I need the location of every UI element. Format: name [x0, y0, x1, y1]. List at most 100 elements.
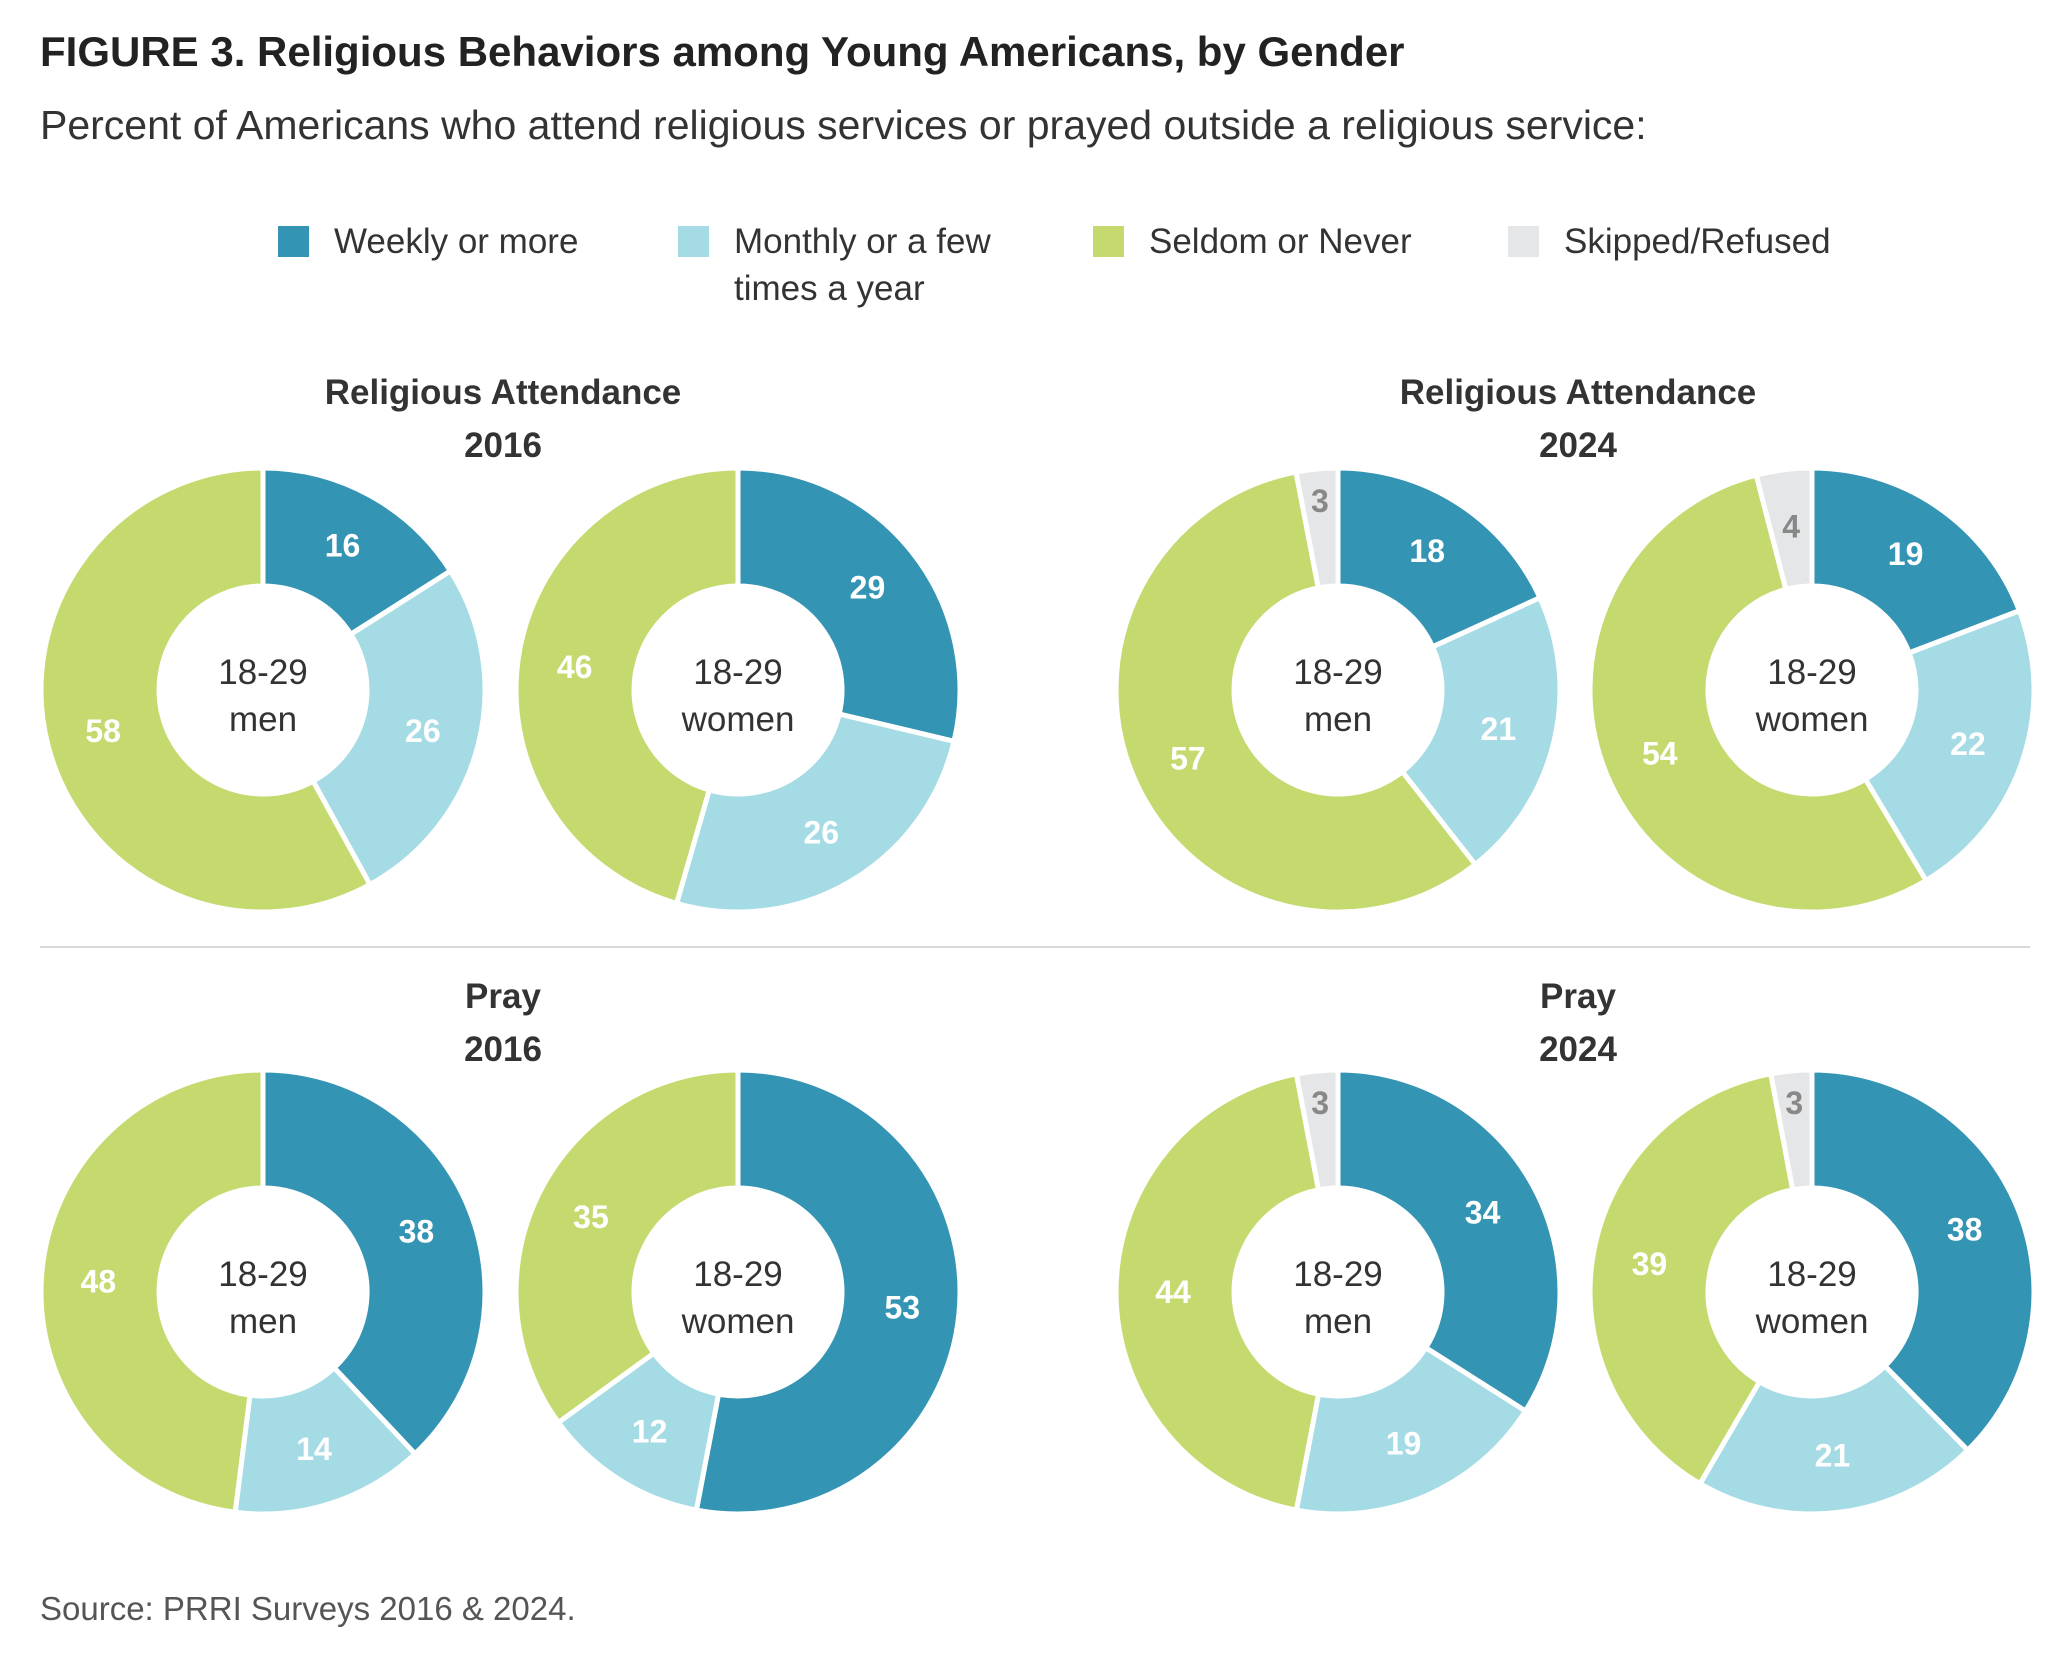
- value-label-monthly: 26: [803, 814, 839, 850]
- panel-year: 2024: [1539, 426, 1617, 465]
- center-label-age: 18-29: [1767, 653, 1857, 692]
- legend-swatch-weekly: [278, 226, 309, 257]
- slice-seldom: [1587, 472, 1929, 915]
- slice-seldom: [38, 465, 373, 915]
- figure-title: FIGURE 3. Religious Behaviors among Youn…: [40, 28, 1405, 75]
- value-label-seldom: 39: [1632, 1246, 1668, 1282]
- value-label-skipped: 3: [1311, 1085, 1329, 1121]
- legend-label-seldom: Seldom or Never: [1149, 222, 1412, 261]
- slice-monthly: [232, 1365, 418, 1517]
- donut-chart-4: 19 22 54 4 18-29 women: [1587, 465, 2037, 915]
- legend-label-weekly: Weekly or more: [334, 222, 579, 261]
- slice-monthly: [1697, 1363, 1971, 1517]
- value-label-weekly: 53: [884, 1290, 920, 1326]
- value-label-monthly: 21: [1481, 711, 1517, 747]
- value-label-monthly: 21: [1815, 1438, 1851, 1474]
- value-label-seldom: 48: [81, 1264, 117, 1300]
- legend-item-weekly: Weekly or more: [278, 218, 578, 265]
- slice-weekly: [1809, 1067, 2037, 1453]
- legend-item-monthly: Monthly or a few times a year: [678, 218, 991, 312]
- slice-monthly: [1862, 608, 2037, 883]
- slice-monthly: [1399, 595, 1563, 868]
- slice-skipped: [1293, 465, 1341, 591]
- panel-year: 2016: [464, 426, 542, 465]
- legend-label-skipped: Skipped/Refused: [1564, 222, 1831, 261]
- slice-seldom: [513, 465, 741, 906]
- figure-subtitle: Percent of Americans who attend religiou…: [40, 102, 1647, 148]
- slice-seldom: [38, 1067, 266, 1515]
- value-label-monthly: 26: [405, 713, 441, 749]
- value-label-weekly: 38: [1947, 1211, 1983, 1247]
- panel-title: Religious Attendance: [1400, 373, 1757, 412]
- donut-chart-5: Pray 2016 38 14 48 18-29 men: [38, 977, 542, 1517]
- slice-monthly: [674, 711, 957, 915]
- center-label-gender: men: [229, 1302, 297, 1341]
- value-label-monthly: 14: [296, 1431, 332, 1467]
- slice-weekly: [693, 1067, 963, 1517]
- value-label-monthly: 19: [1386, 1425, 1422, 1461]
- slice-weekly: [1335, 1067, 1563, 1414]
- value-label-skipped: 3: [1311, 483, 1329, 519]
- center-label-gender: women: [1755, 1302, 1869, 1341]
- center-label-age: 18-29: [218, 1255, 308, 1294]
- center-label-gender: men: [229, 700, 297, 739]
- legend-item-skipped: Skipped/Refused: [1508, 218, 1831, 265]
- center-label-age: 18-29: [218, 653, 308, 692]
- value-label-seldom: 54: [1642, 736, 1678, 772]
- panel-title: Pray: [1540, 977, 1616, 1016]
- center-label-age: 18-29: [1293, 1255, 1383, 1294]
- value-label-weekly: 18: [1409, 533, 1445, 569]
- legend-swatch-monthly: [678, 226, 709, 257]
- donut-chart-7: Pray 2024 34 19 44 3 18-29 men: [1113, 977, 1617, 1517]
- donut-chart-8: 38 21 39 3 18-29 women: [1587, 1067, 2037, 1517]
- donut-chart-6: 53 12 35 18-29 women: [513, 1067, 963, 1517]
- value-label-weekly: 29: [850, 570, 886, 606]
- slice-weekly: [260, 465, 453, 637]
- center-label-gender: women: [1755, 700, 1869, 739]
- source-note: Source: PRRI Surveys 2016 & 2024.: [40, 1590, 576, 1627]
- center-label-gender: men: [1304, 700, 1372, 739]
- slice-skipped: [1293, 1067, 1341, 1193]
- slice-skipped: [1768, 1067, 1815, 1193]
- section-divider: [40, 946, 2030, 948]
- center-label-gender: men: [1304, 1302, 1372, 1341]
- slice-seldom: [1587, 1071, 1796, 1487]
- panel-title: Pray: [465, 977, 541, 1016]
- value-label-skipped: 3: [1785, 1085, 1803, 1121]
- donut-chart-1: Religious Attendance 2016 16 26 58 18-29 men: [38, 373, 682, 915]
- value-label-monthly: 12: [632, 1413, 668, 1449]
- value-label-weekly: 34: [1465, 1195, 1501, 1231]
- slice-weekly: [735, 465, 963, 744]
- value-label-weekly: 19: [1888, 536, 1924, 572]
- panel-year: 2016: [464, 1030, 542, 1069]
- slice-seldom: [1113, 1071, 1322, 1513]
- panel-title: Religious Attendance: [325, 373, 682, 412]
- legend-item-seldom: Seldom or Never: [1093, 218, 1412, 265]
- slice-seldom: [1113, 469, 1478, 915]
- legend-label-monthly: Monthly or a few times a year: [734, 222, 991, 308]
- slice-monthly: [1293, 1345, 1528, 1517]
- value-label-seldom: 35: [573, 1199, 609, 1235]
- panel-year: 2024: [1539, 1030, 1617, 1069]
- value-label-skipped: 4: [1782, 508, 1800, 544]
- slice-weekly: [1335, 465, 1543, 650]
- legend-swatch-skipped: [1508, 226, 1539, 257]
- slice-seldom: [513, 1067, 741, 1425]
- value-label-monthly: 22: [1950, 726, 1986, 762]
- center-label-gender: women: [681, 700, 795, 739]
- value-label-weekly: 38: [399, 1213, 435, 1249]
- center-label-age: 18-29: [1767, 1255, 1857, 1294]
- value-label-weekly: 16: [325, 527, 361, 563]
- center-label-age: 18-29: [693, 653, 783, 692]
- slice-skipped: [1753, 465, 1815, 592]
- center-label-gender: women: [681, 1302, 795, 1341]
- slice-weekly: [260, 1067, 488, 1457]
- value-label-seldom: 58: [85, 713, 121, 749]
- donut-chart-3: Religious Attendance 2024 18 21 57 3 18-29 men: [1113, 373, 1757, 915]
- slice-monthly: [310, 568, 488, 888]
- legend-swatch-seldom: [1093, 226, 1124, 257]
- donut-chart-2: 29 26 46 18-29 women: [513, 465, 963, 915]
- center-label-age: 18-29: [693, 1255, 783, 1294]
